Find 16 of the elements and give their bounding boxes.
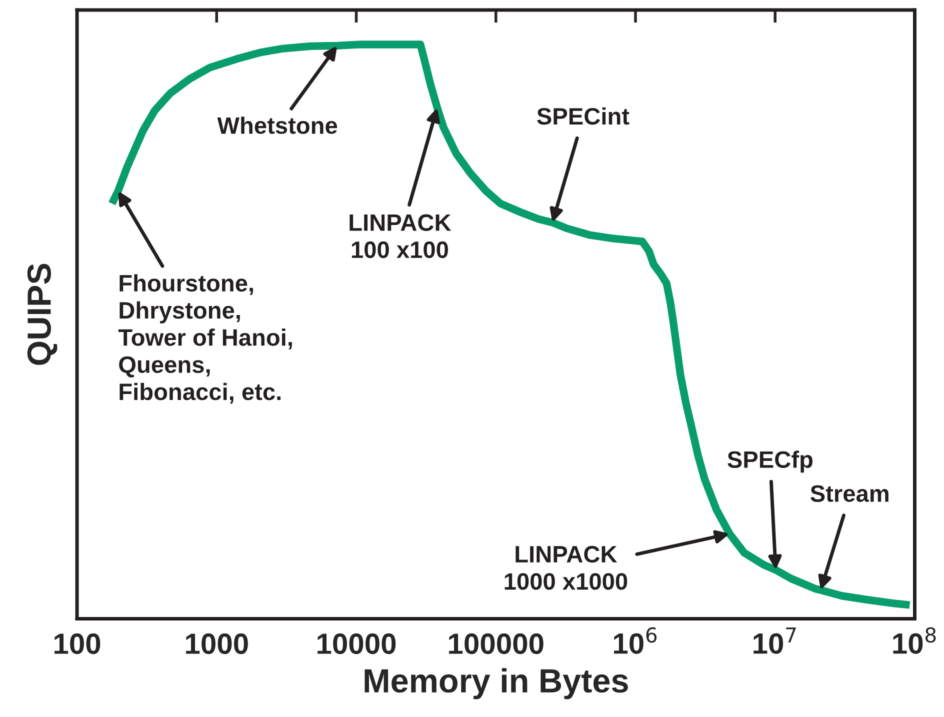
x-axis-title: Memory in Bytes: [364, 668, 628, 700]
x-tick-label: 10000: [318, 633, 396, 654]
annotation: SPECint: [537, 107, 630, 125]
annotation: Whetstone: [217, 116, 338, 134]
x-tick-label: 10$^{7}$: [754, 628, 796, 654]
annotation: SPECfp: [728, 450, 812, 473]
x-tick-label: 1000: [186, 633, 248, 654]
y-axis-title: QUIPS: [27, 264, 58, 365]
annotation: Fhourstone, Dhrystone, Tower of Hanoi, Queens, Fibonacci, etc.: [118, 274, 292, 404]
annotation: LINPACK 100 x100: [350, 214, 452, 258]
annotation: LINPACK 1000 x1000: [504, 546, 628, 590]
annotation: Stream: [810, 485, 888, 502]
x-tick-label: 10$^{8}$: [893, 627, 936, 654]
x-tick-label: 100000: [449, 633, 544, 654]
x-tick-label: 100: [54, 633, 100, 654]
x-tick-label: 10$^{6}$: [614, 627, 657, 654]
